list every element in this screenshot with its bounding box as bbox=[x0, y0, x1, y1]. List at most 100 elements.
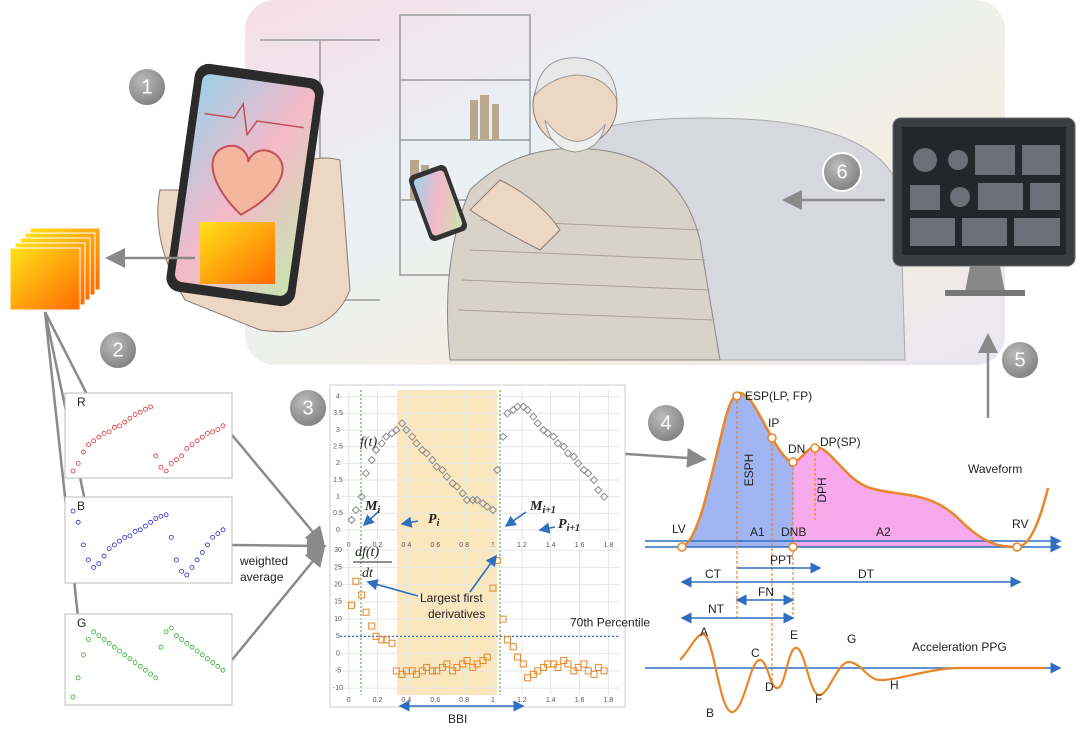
height-label: DPH bbox=[815, 477, 829, 502]
point-label: DP(SP) bbox=[820, 435, 861, 449]
weighted-label: average bbox=[240, 570, 284, 584]
interval-label: PPT bbox=[770, 553, 794, 567]
y-tick-label: 1.5 bbox=[333, 477, 343, 484]
x-tick-label: 0.4 bbox=[402, 697, 412, 704]
step-number: 4 bbox=[660, 412, 671, 434]
y-tick-label: 0 bbox=[336, 527, 340, 534]
wave-label: H bbox=[890, 678, 899, 692]
x-tick-label: 0.8 bbox=[459, 697, 469, 704]
illustration bbox=[158, 0, 1005, 365]
annotation-sub: i bbox=[377, 505, 380, 516]
decoration bbox=[910, 218, 955, 246]
dashboard-widgets bbox=[910, 145, 1060, 246]
wave-label: C bbox=[751, 646, 760, 660]
apg-title: Acceleration PPG bbox=[912, 640, 1007, 654]
point-label: LV bbox=[672, 522, 686, 536]
decoration bbox=[789, 458, 797, 466]
channel-panels: R B G bbox=[65, 393, 232, 705]
threshold-label: 70th Percentile bbox=[570, 616, 650, 630]
height-label: ESPH bbox=[742, 454, 756, 487]
decoration bbox=[480, 95, 489, 140]
decoration bbox=[733, 392, 741, 400]
channel-panel bbox=[65, 614, 232, 705]
area-label: A1 bbox=[750, 525, 765, 539]
step-number: 1 bbox=[141, 76, 152, 98]
decoration bbox=[1022, 145, 1060, 175]
decoration bbox=[910, 185, 940, 210]
y-axis-label: dt bbox=[362, 566, 374, 581]
decoration bbox=[1013, 543, 1021, 551]
wave-label: B bbox=[706, 706, 714, 720]
decoration bbox=[950, 187, 970, 207]
note: Largest first bbox=[420, 591, 483, 605]
y-tick-label: 20 bbox=[334, 581, 342, 588]
figure: weighted average RBG 00.20.40.60.811.21.… bbox=[0, 0, 1091, 736]
y-tick-label: 1 bbox=[336, 494, 340, 501]
note: derivatives bbox=[428, 607, 485, 621]
channel-label: G bbox=[77, 616, 86, 630]
channel-label: B bbox=[77, 499, 85, 513]
step-number: 6 bbox=[836, 161, 847, 183]
wave-label: F bbox=[815, 692, 822, 706]
annotation-base: M bbox=[364, 499, 378, 514]
area-label: A2 bbox=[876, 525, 891, 539]
y-tick-label: 25 bbox=[334, 564, 342, 571]
y-tick-label: 15 bbox=[334, 599, 342, 606]
x-tick-label: 0.6 bbox=[430, 697, 440, 704]
y-tick-label: 0.5 bbox=[333, 510, 343, 517]
span-label: BBI bbox=[448, 712, 467, 726]
wave-label: E bbox=[790, 628, 798, 642]
decoration bbox=[978, 183, 1023, 210]
y-tick-label: 3.5 bbox=[333, 410, 343, 417]
waveform-title: Waveform bbox=[968, 462, 1022, 476]
step-number: 2 bbox=[112, 339, 123, 361]
point-label: DN bbox=[788, 442, 805, 456]
y-tick-label: 3 bbox=[336, 427, 340, 434]
frame bbox=[10, 248, 80, 310]
annotation-base: M bbox=[529, 499, 543, 514]
x-tick-label: 1.8 bbox=[604, 697, 614, 704]
interval-label: NT bbox=[708, 602, 725, 616]
y-axis-label: f(t) bbox=[360, 435, 377, 450]
interval-label: CT bbox=[705, 567, 722, 581]
interval-label: DT bbox=[858, 567, 875, 581]
y-tick-label: 2 bbox=[336, 460, 340, 467]
x-tick-label: 1.2 bbox=[517, 697, 527, 704]
point-label: RV bbox=[1012, 517, 1028, 531]
y-axis-label: df(t) bbox=[355, 545, 379, 560]
channel-label: R bbox=[77, 395, 86, 409]
annotation-sub: i+1 bbox=[542, 505, 555, 516]
annotation-sub: i bbox=[437, 518, 440, 529]
channel-panel bbox=[65, 497, 232, 583]
weighted-label: weighted bbox=[239, 554, 288, 568]
monitor-base bbox=[945, 290, 1025, 296]
step-number: 5 bbox=[1014, 349, 1025, 371]
step-number: 3 bbox=[302, 397, 313, 419]
y-tick-label: 30 bbox=[334, 547, 342, 554]
arrow bbox=[232, 545, 322, 546]
y-tick-label: 2.5 bbox=[333, 444, 343, 451]
decoration bbox=[811, 444, 819, 452]
decoration bbox=[789, 543, 797, 551]
decoration bbox=[948, 150, 968, 170]
decoration bbox=[1014, 218, 1060, 246]
decoration bbox=[962, 218, 1007, 246]
decoration bbox=[470, 100, 478, 140]
decoration bbox=[913, 148, 937, 172]
y-tick-label: -5 bbox=[335, 668, 341, 675]
arrow bbox=[232, 435, 322, 543]
frame-stack bbox=[10, 228, 100, 310]
x-tick-label: 1.6 bbox=[575, 697, 585, 704]
x-tick-label: 1.4 bbox=[546, 697, 556, 704]
y-tick-label: 4 bbox=[336, 394, 340, 401]
y-tick-label: -10 bbox=[333, 685, 343, 692]
y-tick-label: 10 bbox=[334, 616, 342, 623]
wave-label: D bbox=[765, 680, 774, 694]
wave-label: A bbox=[700, 625, 708, 639]
wave-label: G bbox=[847, 632, 856, 646]
camera-frame bbox=[200, 222, 275, 284]
beat-band bbox=[397, 390, 497, 695]
decoration bbox=[492, 104, 499, 140]
decoration bbox=[768, 434, 776, 442]
interval-label: FN bbox=[758, 585, 774, 599]
